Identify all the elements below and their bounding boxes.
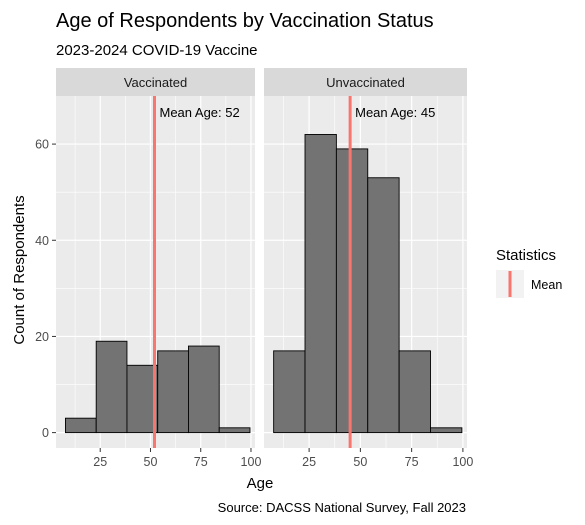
- x-tick-label: 100: [452, 455, 473, 469]
- histogram-bar: [65, 418, 96, 432]
- chart-caption: Source: DACSS National Survey, Fall 2023: [218, 500, 466, 515]
- x-tick-label: 25: [93, 455, 107, 469]
- histogram-bar: [431, 428, 462, 433]
- histogram-bar: [399, 351, 430, 433]
- histogram-bar: [96, 341, 127, 432]
- legend-title: Statistics: [496, 247, 556, 264]
- mean-annotation: Mean Age: 52: [159, 105, 239, 120]
- x-tick-label: 25: [302, 455, 316, 469]
- histogram-bar: [219, 428, 250, 433]
- facet-strip-label: Unvaccinated: [326, 75, 405, 90]
- histogram-bar: [158, 351, 189, 433]
- legend-label: Mean: [531, 278, 562, 292]
- histogram-bar: [336, 149, 367, 433]
- legend: Statistics Mean: [496, 247, 562, 298]
- x-tick-label: 50: [144, 455, 158, 469]
- histogram-bar: [274, 351, 305, 433]
- y-tick-label: 60: [35, 138, 49, 152]
- chart-subtitle: 2023-2024 COVID-19 Vaccine: [56, 42, 258, 59]
- panel-vaccinated: Vaccinated Mean Age: 52 25 50 75 100 0 20 40 60: [35, 68, 261, 469]
- y-tick-label: 40: [35, 234, 49, 248]
- x-axis-title: Age: [247, 475, 274, 492]
- mean-annotation: Mean Age: 45: [355, 105, 435, 120]
- x-tick-label: 75: [405, 455, 419, 469]
- x-tick-label: 100: [241, 455, 262, 469]
- y-tick-label: 20: [35, 330, 49, 344]
- facet-strip-label: Vaccinated: [124, 75, 187, 90]
- x-tick-label: 75: [194, 455, 208, 469]
- y-axis-title: Count of Respondents: [11, 195, 28, 344]
- histogram-bar: [188, 346, 219, 433]
- panels-layer: Vaccinated Mean Age: 52 25 50 75 100 0 20 40 60 Un…: [35, 68, 473, 469]
- panel-unvaccinated: Unvaccinated Mean Age: 45 25 50 75 100: [264, 68, 473, 469]
- y-tick-label: 0: [42, 426, 49, 440]
- histogram-bar: [305, 134, 336, 432]
- chart-title: Age of Respondents by Vaccination Status: [56, 10, 434, 32]
- x-tick-label: 50: [353, 455, 367, 469]
- histogram-bar: [368, 178, 399, 433]
